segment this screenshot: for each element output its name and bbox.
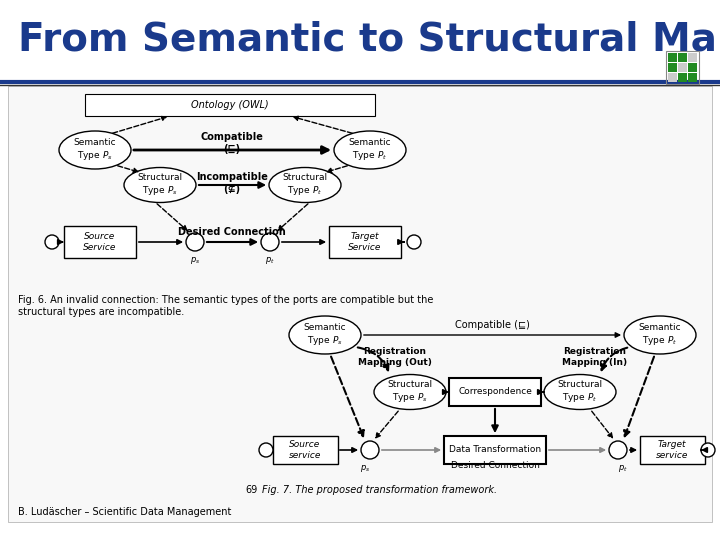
Text: Source
Service: Source Service xyxy=(84,232,117,252)
Circle shape xyxy=(261,233,279,251)
Text: Target
Service: Target Service xyxy=(348,232,382,252)
Bar xyxy=(688,73,697,82)
Text: $p_s$: $p_s$ xyxy=(190,255,200,266)
Bar xyxy=(666,51,699,84)
Circle shape xyxy=(701,443,715,457)
Text: Semantic
Type $P_t$: Semantic Type $P_t$ xyxy=(348,138,391,162)
Text: Semantic
Type $P_t$: Semantic Type $P_t$ xyxy=(639,323,681,347)
FancyBboxPatch shape xyxy=(8,86,712,522)
Circle shape xyxy=(407,235,421,249)
Bar xyxy=(678,63,687,72)
Text: Structural
Type $P_t$: Structural Type $P_t$ xyxy=(557,380,603,404)
Text: Fig. 6. An invalid connection: The semantic types of the ports are compatible bu: Fig. 6. An invalid connection: The seman… xyxy=(18,295,433,316)
Text: $p_t$: $p_t$ xyxy=(265,255,275,266)
FancyBboxPatch shape xyxy=(64,226,136,258)
Text: B. Ludäscher – Scientific Data Management: B. Ludäscher – Scientific Data Managemen… xyxy=(18,507,231,517)
Text: $p_t$: $p_t$ xyxy=(618,463,628,474)
FancyBboxPatch shape xyxy=(272,436,338,464)
Ellipse shape xyxy=(124,167,196,202)
Ellipse shape xyxy=(334,131,406,169)
Ellipse shape xyxy=(624,316,696,354)
Circle shape xyxy=(361,441,379,459)
Text: Compatible (⊑): Compatible (⊑) xyxy=(454,320,529,330)
Bar xyxy=(688,63,697,72)
Text: Data Transformation: Data Transformation xyxy=(449,446,541,455)
Text: Ontology (OWL): Ontology (OWL) xyxy=(192,100,269,110)
Ellipse shape xyxy=(289,316,361,354)
Text: Desired Connection: Desired Connection xyxy=(178,227,286,237)
Bar xyxy=(668,63,677,72)
Text: Structural
Type $P_s$: Structural Type $P_s$ xyxy=(138,173,183,197)
Circle shape xyxy=(609,441,627,459)
Circle shape xyxy=(259,443,273,457)
Text: Source
service: Source service xyxy=(289,440,321,460)
Ellipse shape xyxy=(374,375,446,409)
Text: Registration
Mapping (In): Registration Mapping (In) xyxy=(562,347,628,367)
Bar xyxy=(668,73,677,82)
Text: Fig. 7. The proposed transformation framework.: Fig. 7. The proposed transformation fram… xyxy=(262,485,497,495)
Ellipse shape xyxy=(269,167,341,202)
Text: Correspondence: Correspondence xyxy=(458,388,532,396)
Text: $p_s$: $p_s$ xyxy=(360,463,370,474)
Text: Incompatible
(⊈): Incompatible (⊈) xyxy=(196,172,268,194)
Bar xyxy=(678,73,687,82)
Text: Registration
Mapping (Out): Registration Mapping (Out) xyxy=(358,347,432,367)
FancyBboxPatch shape xyxy=(85,94,375,116)
Bar xyxy=(688,53,697,62)
Ellipse shape xyxy=(59,131,131,169)
Text: Semantic
Type $P_s$: Semantic Type $P_s$ xyxy=(304,323,346,347)
Text: From Semantic to Structural Mappings: From Semantic to Structural Mappings xyxy=(18,21,720,59)
FancyBboxPatch shape xyxy=(449,378,541,406)
FancyBboxPatch shape xyxy=(444,436,546,464)
Circle shape xyxy=(186,233,204,251)
Text: Desired Connection: Desired Connection xyxy=(451,462,539,470)
FancyBboxPatch shape xyxy=(329,226,401,258)
Text: Target
service: Target service xyxy=(656,440,688,460)
FancyBboxPatch shape xyxy=(639,436,704,464)
Circle shape xyxy=(45,235,59,249)
Text: Structural
Type $P_s$: Structural Type $P_s$ xyxy=(387,380,433,404)
Text: 69: 69 xyxy=(246,485,258,495)
Text: Compatible
(⊑): Compatible (⊑) xyxy=(201,132,264,154)
Bar xyxy=(678,53,687,62)
Bar xyxy=(668,53,677,62)
Text: Structural
Type $P_t$: Structural Type $P_t$ xyxy=(282,173,328,197)
Text: Semantic
Type $P_s$: Semantic Type $P_s$ xyxy=(73,138,117,162)
Ellipse shape xyxy=(544,375,616,409)
